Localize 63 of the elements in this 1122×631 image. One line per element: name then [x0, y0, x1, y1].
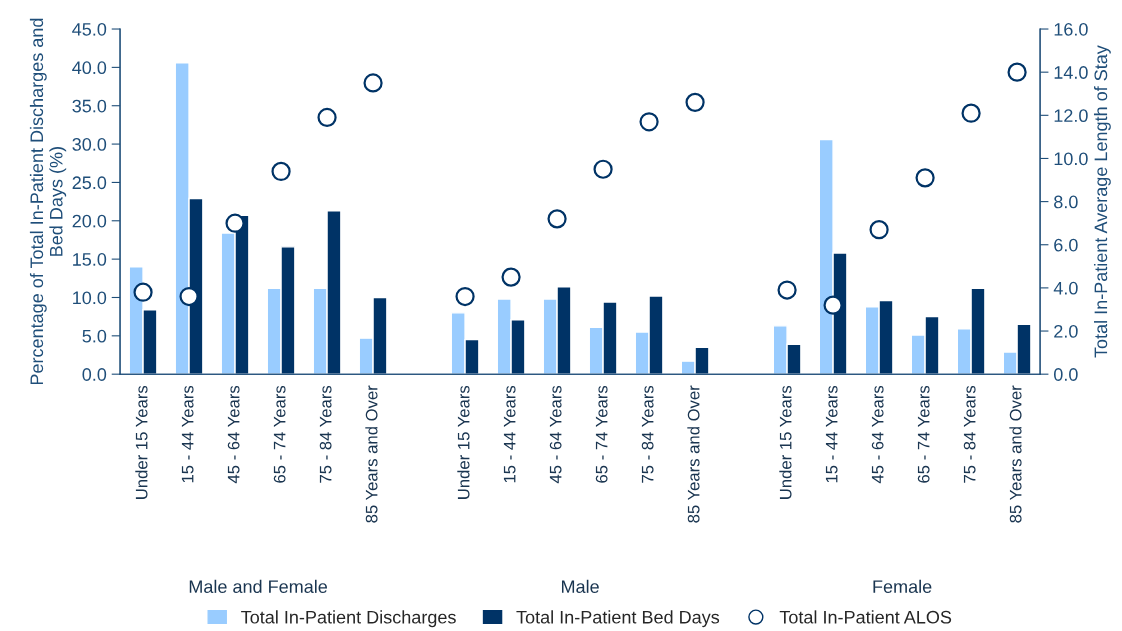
- point: [317, 107, 337, 128]
- legend-label: Total In-Patient Bed Days: [516, 610, 720, 628]
- y-tick-label: 45.0: [72, 22, 107, 36]
- text: Male and Female: [189, 579, 328, 594]
- x-tick-label: 75 - 84 Years: [319, 385, 332, 483]
- point: [593, 159, 613, 179]
- point: [225, 213, 245, 233]
- y-tick-label: 10.0: [73, 291, 107, 305]
- y2-tick-label: 0.0: [1053, 368, 1078, 381]
- y-tick-label: 25.0: [72, 176, 107, 190]
- x-tick-label: 85 Years and Over: [365, 385, 378, 523]
- legend-label: Total In-Patient Discharges: [241, 610, 456, 628]
- y2-tick-label: 16.0: [1054, 22, 1088, 36]
- x-tick-label: 45 - 64 Years: [549, 385, 562, 484]
- point: [1007, 62, 1027, 82]
- text: Female: [873, 579, 932, 594]
- point: [455, 286, 475, 307]
- y2-tick-label: 2.0: [1054, 324, 1078, 338]
- x-tick-label: 15 - 44 Years: [825, 385, 838, 483]
- x-tick-label: 85 Years and Over: [687, 385, 700, 523]
- y-tick-label: 15.0: [73, 253, 107, 266]
- x-tick-label: 65 - 74 Years: [917, 385, 930, 483]
- point: [915, 168, 935, 188]
- y-tick-label: 5.0: [82, 329, 107, 343]
- x-tick-label: 75 - 84 Years: [963, 385, 976, 483]
- x-tick-label: Under 15 Years: [779, 385, 792, 499]
- point: [179, 286, 199, 307]
- point: [363, 73, 383, 93]
- x-tick-label: 45 - 64 Years: [227, 385, 240, 484]
- point: [961, 103, 981, 123]
- y-tick-label: 40.0: [72, 61, 107, 75]
- legend-label: Total In-Patient ALOS: [779, 610, 952, 624]
- y2-tick-label: 4.0: [1053, 281, 1078, 295]
- x-tick-label: Under 15 Years: [457, 385, 470, 499]
- y2-tick-label: 6.0: [1054, 238, 1078, 252]
- y2-tick-label: 12.0: [1054, 109, 1088, 123]
- x-tick-label: 75 - 84 Years: [641, 385, 654, 483]
- point: [685, 92, 705, 112]
- point: [777, 280, 797, 300]
- y2-tick-label: 8.0: [1054, 195, 1078, 209]
- y2-tick-label: 10.0: [1054, 152, 1088, 166]
- x-tick-label: Under 15 Years: [135, 385, 148, 499]
- point: [271, 161, 291, 182]
- point: [639, 112, 659, 132]
- x-tick-label: 45 - 64 Years: [871, 385, 884, 484]
- y2-tick-label: 14.0: [1054, 66, 1088, 79]
- point: [823, 295, 843, 315]
- x-tick-label: 85 Years and Over: [1009, 385, 1022, 523]
- point: [133, 282, 153, 302]
- x-tick-label: 65 - 74 Years: [273, 385, 286, 483]
- y-axis-title: Percentage of Total In-Patient Discharges and Bed Days (%): [29, 18, 67, 385]
- y-tick-label: 20.0: [72, 214, 107, 228]
- point: [547, 209, 567, 229]
- y-tick-label: 0.0: [82, 368, 107, 381]
- y-tick-label: 35.0: [72, 99, 107, 113]
- x-tick-label: 15 - 44 Years: [181, 385, 194, 483]
- point: [501, 267, 521, 287]
- y-tick-label: 30.0: [72, 138, 107, 151]
- y2-axis-title: Total In-Patient Average Length of Stay: [1093, 45, 1111, 358]
- point: [869, 220, 889, 240]
- x-tick-label: 65 - 74 Years: [595, 385, 608, 483]
- text: Male: [561, 579, 599, 594]
- x-tick-label: 15 - 44 Years: [503, 385, 516, 483]
